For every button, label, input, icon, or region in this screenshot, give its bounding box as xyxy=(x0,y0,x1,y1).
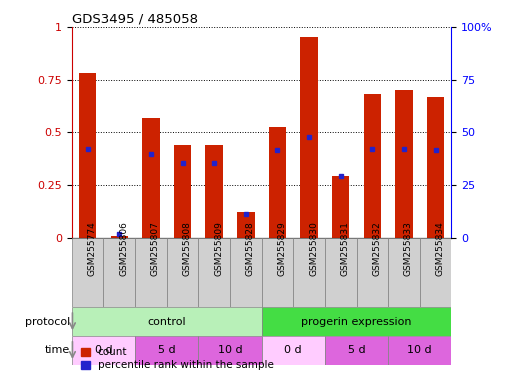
Text: GSM255774: GSM255774 xyxy=(88,221,96,276)
Bar xyxy=(104,238,135,307)
Text: 10 d: 10 d xyxy=(407,345,432,356)
Bar xyxy=(262,238,293,307)
Bar xyxy=(142,118,160,238)
Bar xyxy=(174,145,191,238)
Bar xyxy=(199,336,262,365)
Text: progerin expression: progerin expression xyxy=(301,316,412,327)
Text: GSM255809: GSM255809 xyxy=(214,221,223,276)
Bar xyxy=(72,238,104,307)
Text: GSM255807: GSM255807 xyxy=(151,221,160,276)
Bar xyxy=(325,238,357,307)
Bar xyxy=(357,238,388,307)
Bar xyxy=(388,336,451,365)
Text: GSM255808: GSM255808 xyxy=(183,221,191,276)
Bar xyxy=(364,94,381,238)
Text: control: control xyxy=(147,316,186,327)
Bar xyxy=(135,336,199,365)
Bar xyxy=(269,127,286,238)
Text: GSM255834: GSM255834 xyxy=(436,221,445,276)
Bar xyxy=(262,336,325,365)
Bar xyxy=(301,38,318,238)
Text: 0 d: 0 d xyxy=(94,345,112,356)
Bar xyxy=(135,238,167,307)
Text: 0 d: 0 d xyxy=(284,345,302,356)
Bar xyxy=(262,307,451,336)
Bar xyxy=(230,238,262,307)
Text: GSM255832: GSM255832 xyxy=(372,221,381,276)
Bar xyxy=(420,238,451,307)
Bar xyxy=(427,97,444,238)
Bar xyxy=(396,90,412,238)
Bar xyxy=(111,236,128,238)
Bar xyxy=(325,336,388,365)
Text: 5 d: 5 d xyxy=(158,345,175,356)
Text: 10 d: 10 d xyxy=(218,345,242,356)
Text: GSM255828: GSM255828 xyxy=(246,221,255,276)
Bar xyxy=(72,336,135,365)
Bar xyxy=(388,238,420,307)
Legend: count, percentile rank within the sample: count, percentile rank within the sample xyxy=(77,343,278,374)
Text: time: time xyxy=(45,345,70,356)
Bar xyxy=(237,212,254,238)
Text: 5 d: 5 d xyxy=(348,345,365,356)
Bar xyxy=(79,73,96,238)
Text: GDS3495 / 485058: GDS3495 / 485058 xyxy=(72,13,198,26)
Bar xyxy=(206,145,223,238)
Bar xyxy=(167,238,199,307)
Bar xyxy=(293,238,325,307)
Bar xyxy=(199,238,230,307)
Bar xyxy=(332,176,349,238)
Text: GSM255830: GSM255830 xyxy=(309,221,318,276)
Text: GSM255806: GSM255806 xyxy=(119,221,128,276)
Text: protocol: protocol xyxy=(25,316,70,327)
Bar xyxy=(72,307,262,336)
Text: GSM255831: GSM255831 xyxy=(341,221,350,276)
Text: GSM255833: GSM255833 xyxy=(404,221,413,276)
Text: GSM255829: GSM255829 xyxy=(278,221,286,276)
